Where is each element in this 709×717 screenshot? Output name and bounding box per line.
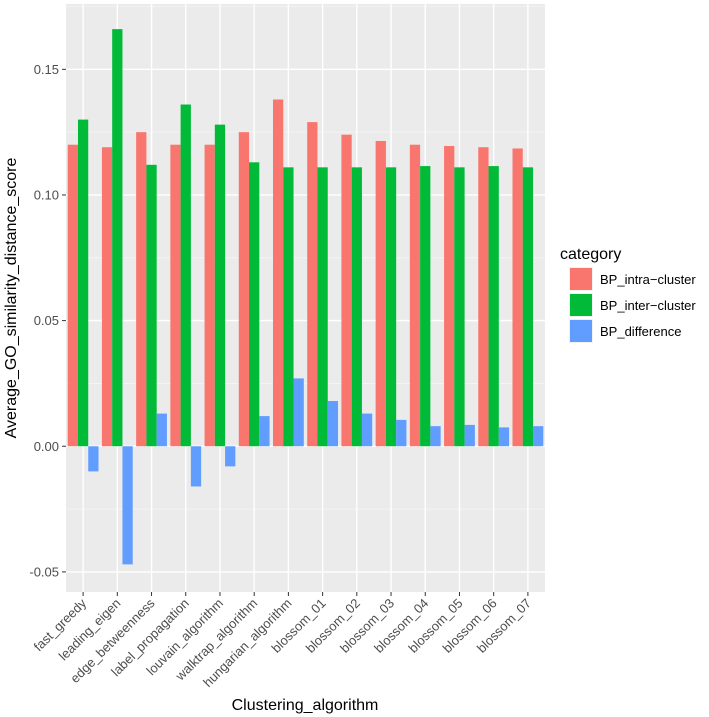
y-axis-ticks: -0.05 0.00 0.05 0.10 0.15 (29, 62, 66, 579)
bar-leading_eigen-2 (122, 446, 133, 565)
bar-blossom_05-1 (454, 167, 465, 447)
legend: category BP_intra−cluster BP_inter−cluste… (560, 246, 696, 343)
bar-louvain_algorithm-2 (225, 446, 236, 467)
bar-louvain_algorithm-0 (204, 144, 215, 447)
bar-blossom_03-1 (385, 167, 397, 447)
legend-label: BP_intra−cluster (600, 272, 696, 287)
bar-hungarian_algorithm-1 (283, 167, 294, 447)
bar-walktrap_algorithm-2 (259, 416, 270, 447)
bar-fast_greedy-0 (67, 144, 78, 447)
bar-blossom_02-1 (351, 167, 362, 447)
y-axis-title: Average_GO_similarity_distance_score (3, 158, 20, 439)
bar-fast_greedy-2 (88, 446, 99, 472)
bar-blossom_06-1 (488, 166, 499, 447)
bar-walktrap_algorithm-0 (238, 132, 250, 447)
bar-blossom_01-2 (327, 401, 339, 447)
y-tick-label: 0.10 (34, 187, 59, 202)
legend-label: BP_difference (600, 324, 681, 339)
bar-blossom_01-1 (317, 167, 328, 447)
bar-hungarian_algorithm-0 (272, 99, 284, 447)
x-axis-ticks: fast_greedyleading_eigenedge_betweenness… (31, 592, 534, 690)
bar-blossom_05-0 (444, 145, 455, 447)
legend-title: category (560, 246, 621, 263)
legend-swatch (570, 268, 592, 290)
bar-label_propagation-1 (180, 104, 191, 447)
y-tick-label: 0.15 (34, 62, 59, 77)
bar-edge_betweenness-1 (146, 164, 157, 447)
bar-edge_betweenness-2 (156, 413, 167, 447)
bar-walktrap_algorithm-1 (249, 162, 260, 447)
bar-fast_greedy-1 (77, 119, 89, 447)
bar-blossom_06-2 (498, 427, 510, 447)
bar-blossom_04-2 (430, 426, 441, 447)
legend-swatch (570, 320, 592, 342)
legend-swatch (570, 294, 592, 316)
x-axis-title: Clustering_algorithm (232, 697, 379, 714)
bar-blossom_02-2 (361, 413, 373, 447)
bar-leading_eigen-1 (112, 29, 123, 447)
bar-blossom_07-0 (512, 148, 523, 447)
bars (67, 29, 544, 565)
bar-blossom_04-1 (420, 166, 431, 447)
legend-label: BP_inter−cluster (600, 298, 696, 313)
bar-leading_eigen-0 (101, 147, 113, 447)
bar-blossom_07-1 (522, 167, 534, 447)
bar-label_propagation-0 (170, 144, 181, 447)
y-tick-label: 0.00 (34, 439, 59, 454)
bar-blossom_07-2 (533, 426, 544, 447)
bar-blossom_01-0 (307, 122, 318, 447)
bar-blossom_05-2 (464, 424, 475, 447)
bar-blossom_02-0 (341, 134, 352, 447)
bar-blossom_03-0 (375, 140, 386, 447)
bar-hungarian_algorithm-2 (293, 378, 304, 447)
bar-louvain_algorithm-1 (214, 124, 226, 447)
bar-blossom_06-0 (478, 147, 489, 447)
y-tick-label: 0.05 (34, 313, 59, 328)
bar-label_propagation-2 (190, 446, 202, 487)
y-tick-label: -0.05 (29, 564, 59, 579)
bar-blossom_03-2 (396, 419, 407, 447)
bar-edge_betweenness-0 (136, 132, 147, 447)
bar-blossom_04-0 (409, 144, 421, 447)
